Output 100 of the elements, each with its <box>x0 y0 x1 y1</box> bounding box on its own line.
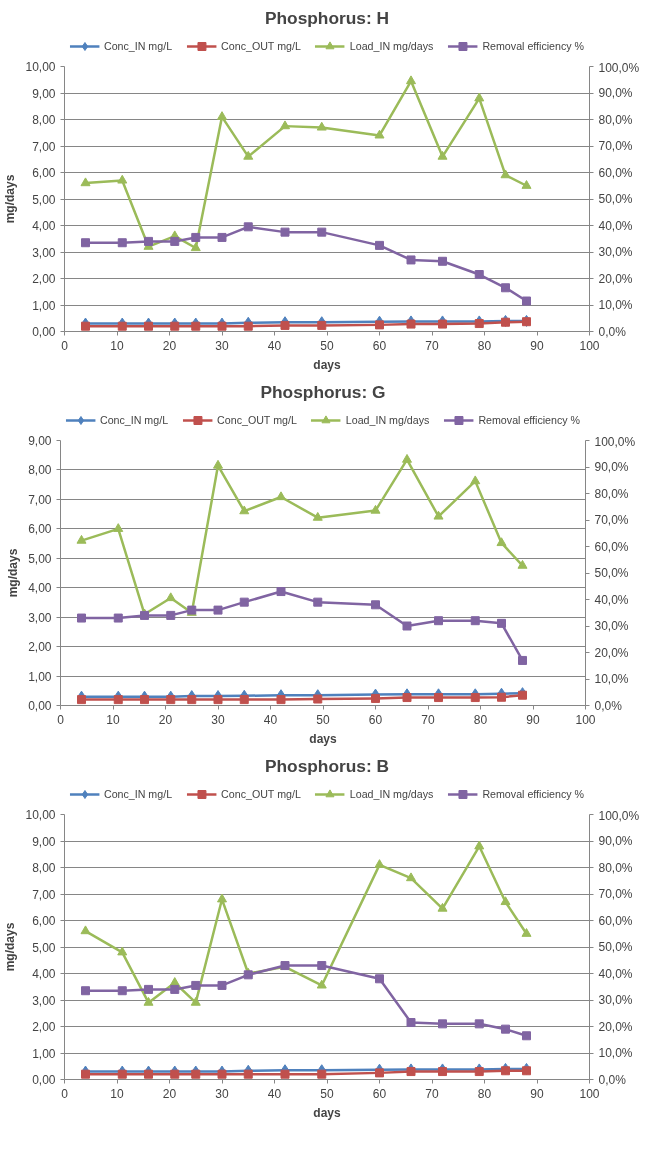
y2-tick-label: 10,0% <box>598 1046 633 1060</box>
y2-tick-label: 0,0% <box>598 324 627 339</box>
y2-tick-label: 70,0% <box>594 513 629 527</box>
point <box>143 996 154 1006</box>
y-tick-label: 6,00 <box>32 914 56 928</box>
y-tick-label: 2,00 <box>32 272 56 286</box>
point <box>170 236 180 246</box>
point <box>166 695 176 705</box>
point <box>496 537 507 547</box>
point <box>437 902 448 912</box>
y-tick-label: 7,00 <box>28 492 52 507</box>
y2-tick-label: 90,0% <box>598 86 633 100</box>
point <box>521 180 532 189</box>
point <box>217 232 227 242</box>
y-tick-label: 2,00 <box>28 640 52 655</box>
y2-tick-label: 20,0% <box>594 645 629 660</box>
y-tick-label: 1,00 <box>32 1046 56 1061</box>
point <box>406 1018 416 1028</box>
point <box>190 242 201 252</box>
point <box>80 177 91 187</box>
x-tick-label: 100 <box>575 712 596 727</box>
point <box>280 320 290 330</box>
point <box>280 227 290 237</box>
x-tick-label: 50 <box>316 712 330 727</box>
point <box>474 1067 484 1077</box>
x-tick-label: 20 <box>158 712 173 727</box>
point <box>474 92 485 102</box>
point <box>317 320 327 330</box>
point <box>438 319 447 329</box>
point <box>518 655 527 665</box>
point <box>313 597 323 607</box>
x-tick-label: 90 <box>530 1086 544 1101</box>
point <box>243 321 253 331</box>
point <box>217 980 227 990</box>
point <box>144 321 153 331</box>
legend-label: Conc_OUT mg/L <box>217 414 297 426</box>
y2-tick-label: 0,0% <box>598 1072 627 1087</box>
y2-tick-label: 50,0% <box>594 566 629 580</box>
x-axis-title: days <box>313 357 341 372</box>
point <box>113 523 124 532</box>
y2-tick-label: 60,0% <box>594 539 629 554</box>
point <box>402 453 412 463</box>
y-tick-label: 0,00 <box>32 1073 56 1087</box>
point <box>374 129 385 139</box>
point <box>438 1067 447 1077</box>
y-tick-label: 6,00 <box>32 166 56 180</box>
x-tick-label: 40 <box>263 712 278 727</box>
point <box>239 505 250 515</box>
point <box>434 693 443 703</box>
x-tick-label: 0 <box>57 712 65 727</box>
legend-label: Removal efficiency % <box>482 788 585 800</box>
point <box>474 319 484 329</box>
y2-tick-label: 30,0% <box>598 245 633 259</box>
y2-tick-label: 90,0% <box>594 460 629 474</box>
y2-tick-label: 20,0% <box>598 1019 633 1034</box>
x-axis-title: days <box>309 731 337 746</box>
x-tick-label: 40 <box>267 1086 282 1101</box>
y2-tick-label: 30,0% <box>598 993 633 1007</box>
x-tick-label: 0 <box>61 338 69 353</box>
x-tick-label: 100 <box>579 1086 600 1101</box>
point <box>501 1066 510 1076</box>
y2-tick-label: 20,0% <box>598 271 633 286</box>
point <box>117 946 128 956</box>
point <box>191 321 201 331</box>
x-tick-label: 90 <box>530 338 544 353</box>
point <box>77 613 86 623</box>
y2-tick-label: 80,0% <box>594 486 629 501</box>
y-tick-label: 5,00 <box>28 551 52 566</box>
legend-label: Conc_IN mg/L <box>103 40 173 52</box>
point <box>522 296 531 306</box>
x-tick-label: 60 <box>368 712 383 727</box>
legend-label: Load_IN mg/days <box>349 788 434 800</box>
point <box>144 1069 153 1079</box>
y2-tick-label: 70,0% <box>598 887 633 901</box>
y-tick-label: 4,00 <box>32 219 56 233</box>
y2-tick-label: 100,0% <box>598 808 640 823</box>
point <box>406 75 416 85</box>
point <box>276 491 286 501</box>
point <box>213 459 223 469</box>
point <box>191 980 201 990</box>
y2-tick-label: 0,0% <box>594 698 623 713</box>
point <box>243 1069 253 1079</box>
x-tick-label: 40 <box>267 338 282 353</box>
legend-label: Conc_OUT mg/L <box>221 788 301 800</box>
x-tick-label: 30 <box>211 712 225 727</box>
x-axis-title: days <box>313 1105 341 1120</box>
y2-tick-label: 100,0% <box>598 60 640 75</box>
point <box>522 1066 531 1076</box>
legend-label: Conc_IN mg/L <box>103 788 173 800</box>
point <box>190 996 201 1006</box>
point <box>316 121 327 131</box>
y-axis-title: mg/days <box>6 548 21 598</box>
y-tick-label: 8,00 <box>32 113 56 127</box>
legend-label: Load_IN mg/days <box>349 40 434 52</box>
x-tick-label: 60 <box>372 338 387 353</box>
point <box>165 592 176 602</box>
x-tick-label: 80 <box>477 338 492 353</box>
point <box>243 150 254 160</box>
point <box>170 1069 180 1079</box>
chart-title: Phosphorus: H <box>264 7 390 28</box>
